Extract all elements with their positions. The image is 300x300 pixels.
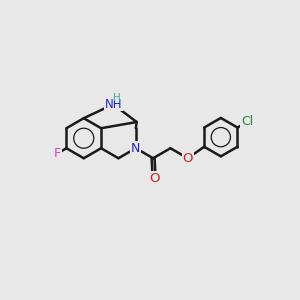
Text: NH: NH (104, 98, 122, 111)
Text: H: H (113, 93, 121, 103)
Text: Cl: Cl (241, 116, 253, 128)
Text: O: O (182, 152, 193, 165)
Text: F: F (54, 147, 61, 160)
Text: N: N (131, 142, 140, 155)
Text: O: O (149, 172, 159, 185)
